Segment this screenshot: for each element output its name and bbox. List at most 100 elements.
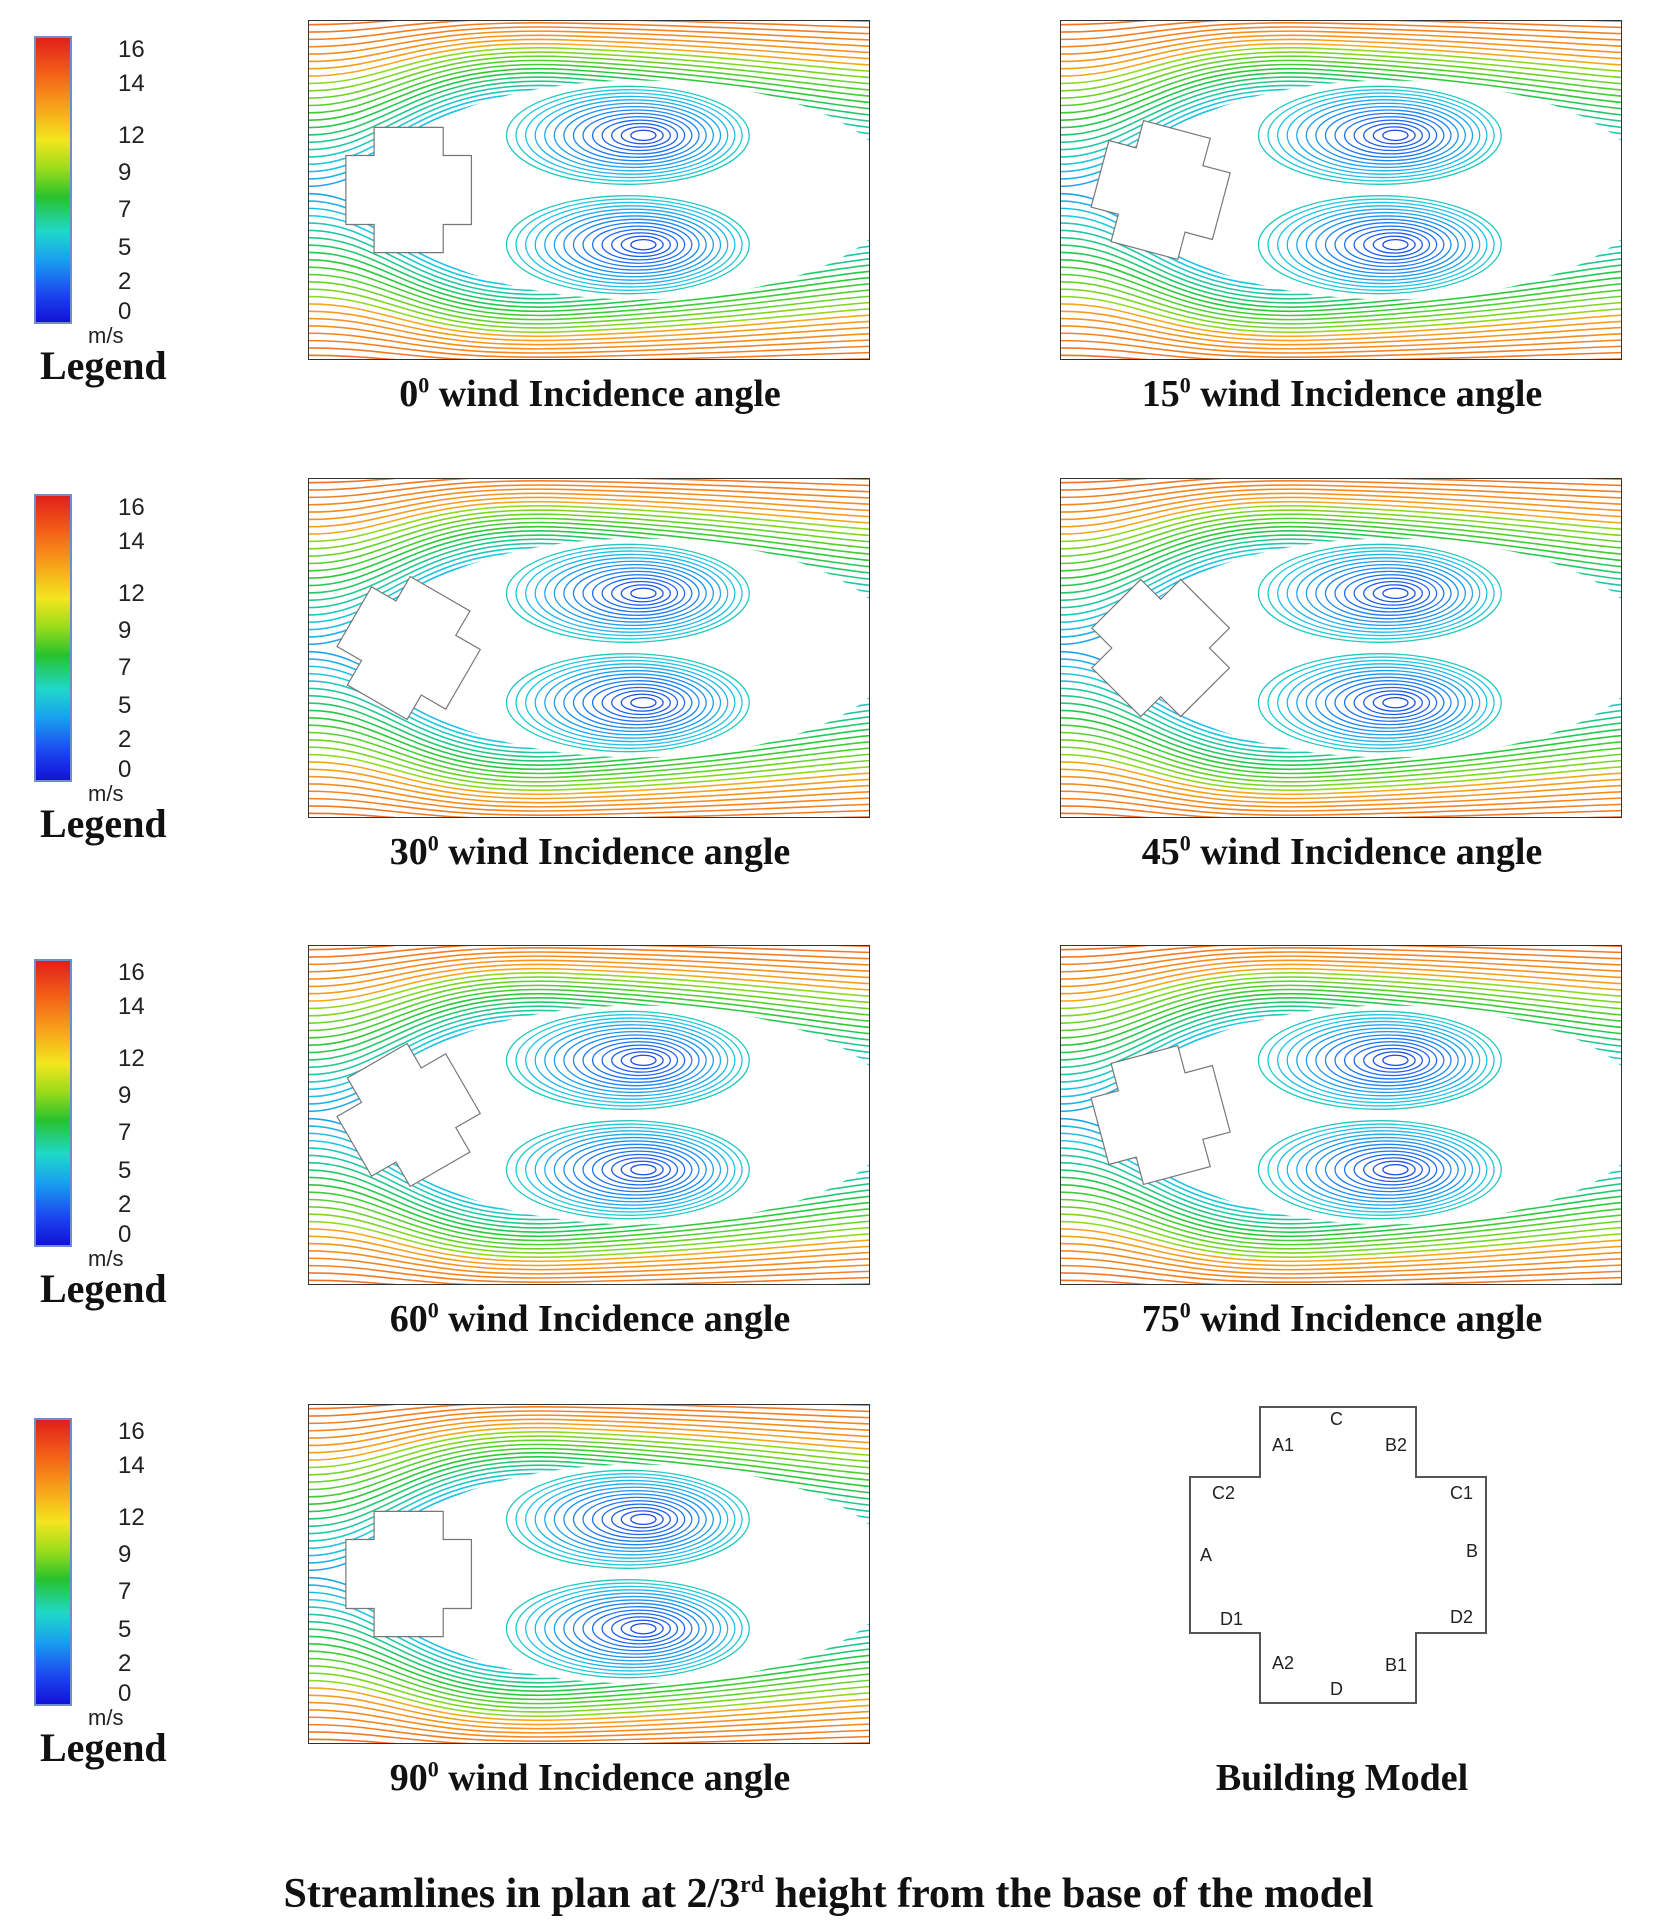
vortex-ring <box>572 1493 700 1546</box>
vortex-ring <box>630 696 657 709</box>
vortex-ring <box>1324 1143 1452 1196</box>
vortex <box>1257 653 1502 753</box>
streamline <box>1061 22 1621 41</box>
vortex-ring <box>620 1051 664 1070</box>
legend-tick-5: 5 <box>118 692 132 719</box>
vortex-ring <box>553 560 715 627</box>
streamline <box>1061 295 1621 333</box>
vortex-ring <box>611 232 671 258</box>
caption-degree-sup: 0 <box>427 1756 439 1782</box>
streamline <box>1061 505 1621 543</box>
legend-tick-16: 16 <box>118 1418 145 1445</box>
streamline <box>1061 963 1621 995</box>
vortex-ring <box>553 669 715 736</box>
streamline <box>309 1426 869 1461</box>
vortex-ring <box>591 116 686 155</box>
streamline <box>1061 1228 1621 1263</box>
vortex-ring <box>1296 666 1474 739</box>
streamline <box>309 761 869 796</box>
vortex-ring <box>591 1150 686 1189</box>
vortex-ring <box>1286 95 1481 175</box>
streamline <box>309 1628 869 1688</box>
streamline <box>309 1635 869 1692</box>
streamline <box>309 67 869 122</box>
streamline <box>309 951 869 973</box>
legend-2: 16 14 12 9 7 5 2 0 m/s Legend <box>30 488 190 888</box>
wake-region <box>378 1464 869 1684</box>
streamline <box>309 1435 869 1476</box>
streamline <box>1061 354 1621 359</box>
streamline <box>309 1642 869 1697</box>
streamline <box>1061 266 1621 317</box>
legend-tick-0: 0 <box>118 298 132 325</box>
streamline <box>309 972 869 1010</box>
streamline <box>1061 325 1621 350</box>
vortex-ring <box>1334 1147 1445 1193</box>
vortex-ring <box>630 129 657 142</box>
streamline-plot <box>309 1405 869 1743</box>
vortex-ring <box>1363 1047 1423 1073</box>
vortex-ring <box>620 1160 664 1179</box>
streamline <box>309 997 869 1054</box>
vortex-ring <box>601 228 679 261</box>
streamline <box>309 479 869 484</box>
streamline <box>309 38 869 70</box>
streamline <box>309 980 869 1024</box>
streamline <box>309 513 869 557</box>
vortex-ring <box>1296 208 1474 281</box>
streamline <box>309 244 869 304</box>
building-section <box>1090 119 1231 261</box>
vortex-ring <box>1315 563 1459 623</box>
streamline <box>309 955 869 980</box>
vortex <box>505 653 750 753</box>
vortex-ring <box>505 85 750 185</box>
vortex-ring <box>1276 92 1488 179</box>
streamline <box>1061 955 1621 980</box>
streamline <box>1061 1183 1621 1238</box>
vortex-ring <box>1276 659 1488 746</box>
vortex-ring <box>1305 560 1467 627</box>
vortex-ring <box>572 1143 700 1196</box>
streamline <box>309 702 869 762</box>
vortex-ring <box>505 653 750 753</box>
streamline <box>309 1001 869 1061</box>
footer-sup: rd <box>740 1872 765 1898</box>
vortex-ring <box>591 683 686 722</box>
vortex <box>1257 85 1502 185</box>
streamline <box>1061 1198 1621 1246</box>
streamline <box>309 1443 869 1491</box>
streamline <box>309 26 869 48</box>
vortex-ring <box>544 1592 722 1665</box>
streamline <box>309 1657 869 1705</box>
streamline <box>1061 34 1621 63</box>
vortex-ring <box>620 1619 664 1638</box>
legend-colorbar <box>34 959 72 1247</box>
streamline <box>1061 38 1621 70</box>
streamline <box>1061 783 1621 808</box>
streamline <box>309 797 869 816</box>
vortex-ring <box>1353 686 1431 719</box>
model-label-b1: B1 <box>1385 1655 1408 1675</box>
legend-tick-12: 12 <box>118 1045 145 1072</box>
streamline <box>309 753 869 791</box>
streamline <box>309 992 869 1047</box>
legend-tick-2: 2 <box>118 1191 132 1218</box>
streamline-panel-45 <box>1060 478 1622 818</box>
vortex-ring <box>1276 1017 1488 1104</box>
streamline-plot <box>1061 21 1621 359</box>
streamline <box>309 988 869 1039</box>
streamline <box>1061 30 1621 55</box>
vortex-ring <box>553 102 715 169</box>
legend-tick-14: 14 <box>118 1452 145 1479</box>
streamline <box>1061 775 1621 804</box>
streamline <box>309 1405 869 1410</box>
streamline <box>309 1183 869 1238</box>
vortex-ring <box>553 1027 715 1094</box>
legend-tick-14: 14 <box>118 70 145 97</box>
model-label-d: D <box>1330 1679 1343 1699</box>
legend-tick-9: 9 <box>118 159 132 186</box>
streamline <box>309 1679 869 1717</box>
vortex-ring <box>1315 1140 1459 1200</box>
vortex-ring <box>1343 116 1438 155</box>
streamline <box>309 496 869 528</box>
